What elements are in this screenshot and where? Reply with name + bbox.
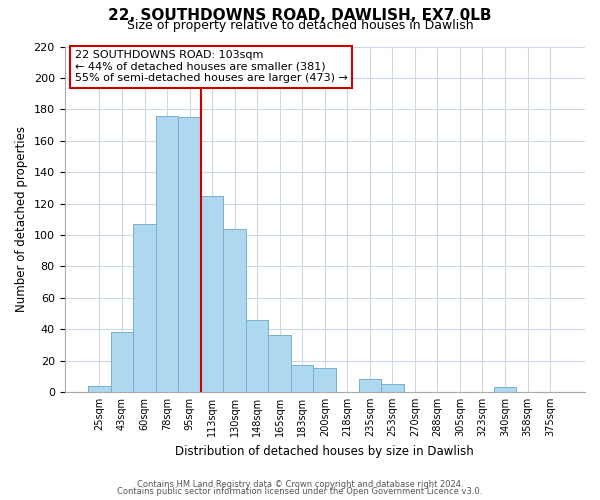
Bar: [88, 386, 111, 392]
Bar: [359, 380, 381, 392]
Bar: [494, 387, 516, 392]
Bar: [111, 332, 133, 392]
X-axis label: Distribution of detached houses by size in Dawlish: Distribution of detached houses by size …: [175, 444, 474, 458]
Bar: [178, 117, 201, 392]
Text: Contains public sector information licensed under the Open Government Licence v3: Contains public sector information licen…: [118, 487, 482, 496]
Text: Size of property relative to detached houses in Dawlish: Size of property relative to detached ho…: [127, 19, 473, 32]
Bar: [381, 384, 404, 392]
Bar: [223, 228, 246, 392]
Bar: [291, 365, 313, 392]
Bar: [246, 320, 268, 392]
Bar: [268, 336, 291, 392]
Y-axis label: Number of detached properties: Number of detached properties: [15, 126, 28, 312]
Text: 22 SOUTHDOWNS ROAD: 103sqm
← 44% of detached houses are smaller (381)
55% of sem: 22 SOUTHDOWNS ROAD: 103sqm ← 44% of deta…: [75, 50, 348, 83]
Bar: [313, 368, 336, 392]
Bar: [156, 116, 178, 392]
Text: 22, SOUTHDOWNS ROAD, DAWLISH, EX7 0LB: 22, SOUTHDOWNS ROAD, DAWLISH, EX7 0LB: [108, 8, 492, 22]
Bar: [133, 224, 156, 392]
Text: Contains HM Land Registry data © Crown copyright and database right 2024.: Contains HM Land Registry data © Crown c…: [137, 480, 463, 489]
Bar: [201, 196, 223, 392]
